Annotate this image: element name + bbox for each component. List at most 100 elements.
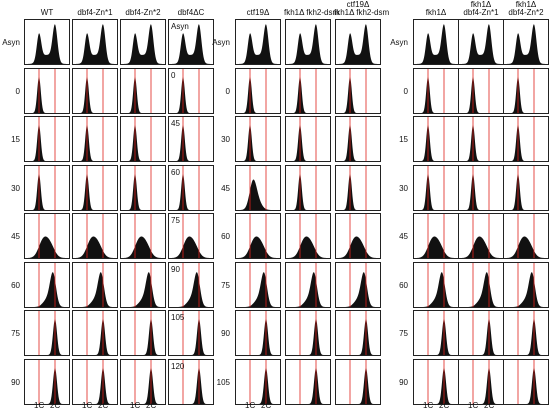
dna-content-histogram [27, 319, 69, 355]
row-label: 90 [11, 377, 20, 387]
dna-content-histogram [288, 271, 330, 307]
dna-content-histogram [238, 271, 280, 307]
dna-content-histogram [171, 271, 213, 307]
dna-content-axis-label: 2C [261, 401, 272, 410]
histogram-panel [335, 213, 381, 259]
histogram-panel [120, 213, 166, 259]
dna-content-histogram [506, 271, 548, 307]
histogram-panel [24, 213, 70, 259]
histogram-plot [416, 311, 458, 355]
dna-content-histogram [75, 367, 117, 404]
histogram-plot [171, 359, 213, 404]
column-header: dbf4-Zn*1 [77, 8, 113, 17]
histogram-plot [123, 165, 165, 210]
histogram-plot [27, 311, 69, 355]
histogram-plot [461, 68, 503, 113]
dna-content-histogram [461, 236, 503, 258]
histogram-plot [338, 68, 380, 113]
histogram-panel: 120 [168, 358, 214, 405]
histogram-panel [235, 310, 281, 356]
dna-content-histogram [288, 367, 330, 404]
dna-content-histogram [288, 173, 330, 210]
column-header: fkh1Δ [515, 0, 537, 9]
histogram-panel [413, 67, 459, 114]
histogram-plot [416, 165, 458, 210]
histogram-panel [503, 261, 549, 308]
timepoint-label: 45 [171, 119, 180, 128]
histogram-panel [458, 116, 504, 162]
dna-content-histogram [238, 178, 280, 210]
row-label: 0 [225, 86, 230, 96]
dna-content-histogram [238, 76, 280, 113]
histogram-panel [24, 310, 70, 356]
dna-content-histogram [27, 173, 69, 210]
dna-content-histogram [123, 125, 165, 161]
dna-content-histogram [27, 367, 69, 404]
histogram-panel [335, 67, 381, 114]
dna-content-histogram [416, 236, 458, 258]
dna-content-histogram [123, 367, 165, 404]
histogram-plot [288, 165, 330, 210]
histogram-panel [335, 358, 381, 405]
histogram-plot [123, 359, 165, 404]
dna-content-histogram [506, 236, 548, 258]
histogram-plot [288, 311, 330, 355]
row-label: 75 [11, 329, 20, 338]
histogram-plot [123, 117, 165, 161]
dna-content-histogram [27, 271, 69, 307]
dna-content-histogram [288, 24, 330, 64]
dna-content-histogram [75, 271, 117, 307]
dna-content-histogram [75, 125, 117, 161]
row-label: 45 [221, 183, 230, 193]
histogram-panel [335, 19, 381, 65]
dna-content-histogram [238, 367, 280, 404]
histogram-plot [123, 262, 165, 307]
histogram-panel [72, 358, 118, 405]
dna-content-histogram [506, 367, 548, 404]
column-header: dbf4-Zn*2 [125, 8, 161, 17]
histogram-plot [461, 24, 503, 64]
histogram-panel [72, 67, 118, 114]
histogram-plot [461, 359, 503, 404]
histogram-plot [75, 359, 117, 404]
dna-content-histogram [338, 271, 380, 307]
histogram-panel [458, 67, 504, 114]
row-label: 30 [399, 183, 408, 193]
dna-content-histogram [338, 76, 380, 113]
histogram-panel [120, 67, 166, 114]
row-label: Asyn [212, 38, 230, 47]
histogram-panel [503, 67, 549, 114]
histogram-panel [24, 358, 70, 405]
histogram-plot [288, 359, 330, 404]
dna-content-histogram [416, 173, 458, 210]
dna-content-histogram [416, 125, 458, 161]
histogram-plot [27, 262, 69, 307]
dna-content-histogram [123, 236, 165, 258]
histogram-panel [24, 19, 70, 65]
dna-content-histogram [461, 24, 503, 64]
histogram-panel [235, 358, 281, 405]
histogram-panel [413, 310, 459, 356]
dna-content-axis-label: 2C [98, 401, 109, 410]
dna-content-histogram [238, 24, 280, 64]
dna-content-histogram [338, 367, 380, 404]
histogram-plot [461, 214, 503, 258]
histogram-panel [72, 213, 118, 259]
dna-content-histogram [461, 125, 503, 161]
histogram-plot [416, 214, 458, 258]
histogram-panel [235, 116, 281, 162]
histogram-panel: 105 [168, 310, 214, 356]
histogram-panel [458, 19, 504, 65]
histogram-plot [461, 262, 503, 307]
histogram-plot [338, 117, 380, 161]
timepoint-label: 90 [171, 264, 180, 274]
histogram-panel [503, 213, 549, 259]
histogram-plot [27, 24, 69, 64]
histogram-panel [458, 164, 504, 211]
dna-content-histogram [461, 76, 503, 113]
histogram-plot [27, 214, 69, 258]
histogram-plot [288, 24, 330, 64]
row-label: 60 [221, 232, 230, 241]
dna-content-axis-label: 1C [34, 401, 45, 410]
histogram-panel [120, 164, 166, 211]
